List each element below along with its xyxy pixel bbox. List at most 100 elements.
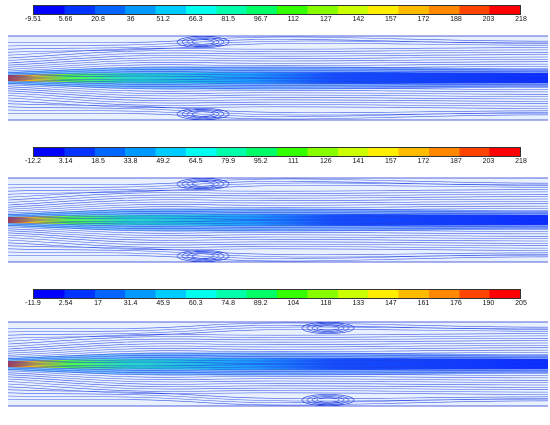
scale-tick-label: 203 <box>482 158 495 165</box>
streamline <box>8 251 548 260</box>
streamline <box>8 335 548 345</box>
streamline <box>8 225 548 232</box>
scale-tick-label: 51.2 <box>156 16 170 23</box>
streamline <box>8 370 548 379</box>
streamline <box>8 79 548 83</box>
streamline <box>8 367 548 374</box>
streamline <box>8 328 548 339</box>
streamline <box>8 326 548 336</box>
color-scale-labels-1: -9.51 5.66 20.8 36 51.2 66.3 81.5 96.7 112 127 142… <box>25 15 527 25</box>
streamline <box>8 68 548 75</box>
scale-tick-label: 66.3 <box>188 16 203 23</box>
streamline-svg <box>8 177 548 263</box>
streamline <box>8 342 548 352</box>
upper-recirculation-vortex <box>191 39 215 45</box>
contour-panel-2: -12.2 3.14 18.5 33.8 49.2 64.5 79.9 95.2 111 126 1… <box>0 142 550 282</box>
scale-tick-label: 74.8 <box>221 300 235 307</box>
streamline <box>8 356 548 362</box>
streamline <box>8 374 548 383</box>
streamline <box>8 95 548 104</box>
jet-core <box>8 72 548 84</box>
color-scale-bar-1 <box>33 5 521 15</box>
scale-tick-label: -11.9 <box>25 300 41 307</box>
scale-tick-label: 31.4 <box>123 300 138 307</box>
lower-recirculation-vortex <box>186 252 220 260</box>
streamline <box>8 245 548 256</box>
lower-recirculation-vortex <box>191 253 215 259</box>
streamline <box>8 372 548 381</box>
lower-recirculation-vortex <box>306 395 350 405</box>
streamlines <box>8 322 548 406</box>
scale-tick-label: 127 <box>319 16 332 23</box>
streamline <box>8 217 548 220</box>
streamline <box>8 389 548 400</box>
streamline <box>8 349 548 358</box>
streamline <box>8 221 548 225</box>
streamline <box>8 215 548 219</box>
streamline <box>8 52 548 61</box>
streamline <box>8 354 548 361</box>
scale-tick-label: 20.8 <box>91 16 105 23</box>
streamline <box>8 340 548 350</box>
streamline <box>8 347 548 356</box>
streamline <box>8 191 548 201</box>
streamline-plot-1 <box>8 28 548 128</box>
streamline <box>8 78 548 81</box>
scale-tick-label: 5.66 <box>58 16 73 23</box>
streamline <box>8 54 548 64</box>
streamline <box>8 376 548 386</box>
streamline <box>8 88 548 97</box>
upper-recirculation-vortex <box>181 37 225 47</box>
streamline <box>8 230 548 239</box>
jet-core <box>8 358 548 370</box>
streamline <box>8 49 548 59</box>
streamline <box>8 66 548 73</box>
streamline <box>8 40 548 50</box>
streamline <box>8 395 548 404</box>
lower-recirculation-vortex <box>191 111 215 117</box>
lower-recirculation-vortex <box>181 109 225 119</box>
streamline <box>8 70 548 76</box>
color-scale-labels-2: -12.2 3.14 18.5 33.8 49.2 64.5 79.9 95.2 111 126 1… <box>25 157 527 167</box>
scale-tick-label: -12.2 <box>25 158 41 165</box>
scale-tick-label: 172 <box>417 16 430 23</box>
upper-recirculation-vortex <box>176 36 230 48</box>
streamline <box>8 59 548 68</box>
streamline <box>8 220 548 223</box>
streamline <box>8 333 548 342</box>
streamline <box>8 228 548 237</box>
streamline <box>8 109 548 118</box>
streamline <box>8 364 548 367</box>
lower-recirculation-vortex <box>186 110 220 118</box>
streamline <box>8 208 548 215</box>
scale-tick-label: 157 <box>385 16 397 23</box>
scale-tick-label: 176 <box>450 300 462 307</box>
streamline <box>8 61 548 70</box>
upper-recirculation-vortex <box>306 323 350 333</box>
streamline-svg <box>8 321 548 407</box>
scale-tick-label: 190 <box>482 300 495 307</box>
scale-tick-label: 18.5 <box>91 158 105 165</box>
streamline-plot-3 <box>8 314 548 414</box>
streamline <box>8 210 548 217</box>
scale-tick-label: 79.9 <box>221 158 235 165</box>
streamline <box>8 223 548 230</box>
streamline <box>8 352 548 359</box>
scale-tick-label: 161 <box>417 300 430 307</box>
scale-tick-label: 142 <box>352 16 365 23</box>
streamline <box>8 81 548 88</box>
streamline <box>8 63 548 72</box>
upper-recirculation-vortex <box>316 325 340 331</box>
scale-tick-label: 205 <box>515 300 527 307</box>
scale-tick-label: 203 <box>482 16 495 23</box>
streamline <box>8 345 548 354</box>
streamline <box>8 386 548 395</box>
scale-tick-label: 188 <box>450 16 462 23</box>
scale-tick-label: 157 <box>385 158 397 165</box>
scale-tick-label: 218 <box>515 16 527 23</box>
scale-tick-label: 64.5 <box>188 158 203 165</box>
scale-tick-label: 45.9 <box>156 300 170 307</box>
streamline <box>8 80 548 86</box>
scale-tick-label: 36 <box>126 16 135 23</box>
scale-tick-label: 49.2 <box>156 158 170 165</box>
